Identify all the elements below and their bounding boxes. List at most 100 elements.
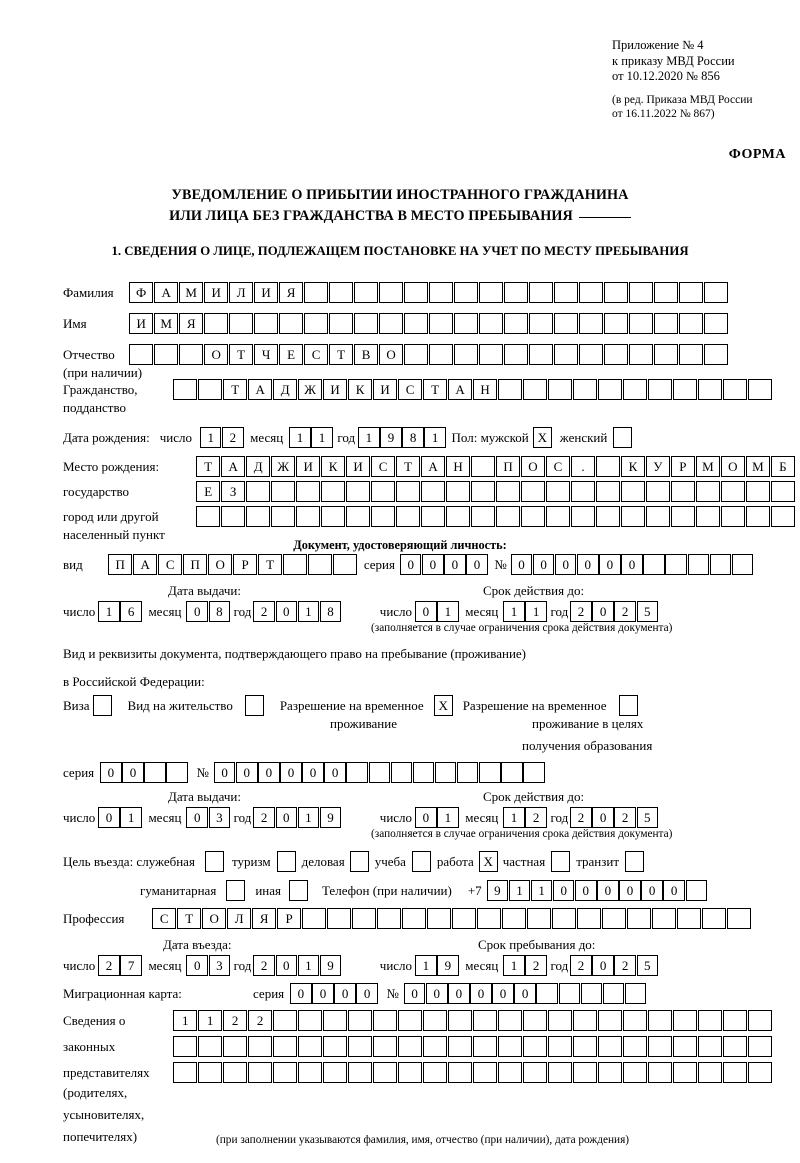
visa-checkbox[interactable]: [92, 695, 112, 716]
cell[interactable]: [322, 1036, 348, 1057]
cell[interactable]: [685, 880, 707, 901]
cell[interactable]: 0: [122, 762, 144, 783]
cell[interactable]: М: [745, 456, 771, 477]
cell[interactable]: 0: [663, 880, 685, 901]
cell[interactable]: [272, 1062, 298, 1083]
cell[interactable]: А: [447, 379, 473, 400]
cell[interactable]: 0: [426, 983, 448, 1004]
cell[interactable]: [597, 1036, 623, 1057]
cell[interactable]: [770, 481, 796, 502]
purpose-humanitarian-checkbox[interactable]: [226, 880, 246, 901]
cell[interactable]: 0: [621, 554, 643, 575]
cell[interactable]: [478, 313, 504, 334]
cell[interactable]: [470, 456, 496, 477]
cell[interactable]: [503, 313, 529, 334]
cell[interactable]: Т: [196, 456, 221, 477]
cell[interactable]: 0: [280, 762, 302, 783]
legal-rep-cells-row2[interactable]: [173, 1036, 773, 1057]
cell[interactable]: [295, 506, 321, 527]
cell[interactable]: 1: [297, 955, 320, 976]
cell[interactable]: Ж: [270, 456, 296, 477]
cell[interactable]: [420, 481, 446, 502]
cell[interactable]: [626, 908, 652, 929]
cell[interactable]: [672, 379, 698, 400]
cell[interactable]: 1: [437, 807, 459, 828]
cell[interactable]: 6: [120, 601, 142, 622]
cell[interactable]: 0: [577, 554, 599, 575]
cell[interactable]: 2: [570, 955, 592, 976]
cell[interactable]: [709, 554, 732, 575]
cell[interactable]: [303, 313, 329, 334]
cell[interactable]: 1: [297, 807, 320, 828]
cell[interactable]: Ч: [253, 344, 279, 365]
cell[interactable]: Т: [222, 379, 248, 400]
cell[interactable]: Т: [395, 456, 421, 477]
cell[interactable]: [397, 1062, 423, 1083]
cell[interactable]: [478, 282, 504, 303]
cell[interactable]: [522, 1010, 548, 1031]
cell[interactable]: [451, 908, 477, 929]
cell[interactable]: 7: [120, 955, 142, 976]
cell[interactable]: О: [378, 344, 404, 365]
cell[interactable]: 8: [208, 601, 231, 622]
cell[interactable]: [376, 908, 402, 929]
cell[interactable]: [653, 344, 679, 365]
cell[interactable]: [503, 344, 529, 365]
cell[interactable]: 0: [356, 983, 378, 1004]
cell[interactable]: К: [620, 456, 646, 477]
cell[interactable]: [503, 282, 529, 303]
cell[interactable]: [272, 1010, 298, 1031]
cell[interactable]: [722, 1010, 748, 1031]
cell[interactable]: 0: [324, 762, 346, 783]
cell[interactable]: [603, 282, 629, 303]
cell[interactable]: 3: [208, 955, 231, 976]
cell[interactable]: 9: [437, 955, 459, 976]
cell[interactable]: [572, 1010, 598, 1031]
cell[interactable]: [178, 344, 204, 365]
cell[interactable]: Л: [226, 908, 252, 929]
cell[interactable]: [445, 506, 471, 527]
cell[interactable]: [695, 481, 721, 502]
cell[interactable]: [622, 1010, 648, 1031]
cell[interactable]: Я: [278, 282, 304, 303]
cell[interactable]: А: [220, 456, 246, 477]
cell[interactable]: [173, 1036, 198, 1057]
cell[interactable]: [720, 506, 746, 527]
cell[interactable]: С: [157, 554, 183, 575]
cell[interactable]: [522, 1062, 548, 1083]
cell[interactable]: [478, 344, 504, 365]
cell[interactable]: [622, 379, 648, 400]
cell[interactable]: И: [203, 282, 229, 303]
cell[interactable]: [196, 506, 221, 527]
cell[interactable]: 2: [570, 807, 592, 828]
cell[interactable]: [351, 908, 377, 929]
purpose-work-checkbox[interactable]: X: [478, 851, 498, 872]
cell[interactable]: [472, 1062, 498, 1083]
cell[interactable]: С: [370, 456, 396, 477]
cell[interactable]: П: [182, 554, 208, 575]
cell[interactable]: М: [178, 282, 204, 303]
cell[interactable]: Р: [276, 908, 302, 929]
purpose-business-checkbox[interactable]: [349, 851, 369, 872]
cell[interactable]: 3: [208, 807, 231, 828]
cell[interactable]: [551, 908, 577, 929]
cell[interactable]: [665, 554, 687, 575]
cell[interactable]: [453, 344, 479, 365]
cell[interactable]: [297, 1062, 323, 1083]
cell[interactable]: 0: [403, 983, 426, 1004]
cell[interactable]: [747, 1036, 773, 1057]
cell[interactable]: 0: [100, 762, 122, 783]
cell[interactable]: [726, 908, 752, 929]
cell[interactable]: Д: [245, 456, 271, 477]
cell[interactable]: 1: [508, 880, 531, 901]
cell[interactable]: 0: [554, 554, 577, 575]
cell[interactable]: 0: [415, 807, 437, 828]
cell[interactable]: 0: [575, 880, 597, 901]
cell[interactable]: 0: [186, 601, 208, 622]
